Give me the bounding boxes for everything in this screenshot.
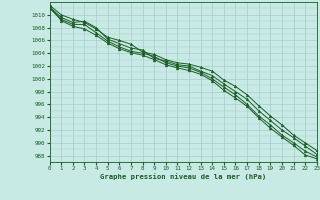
X-axis label: Graphe pression niveau de la mer (hPa): Graphe pression niveau de la mer (hPa) (100, 173, 266, 180)
